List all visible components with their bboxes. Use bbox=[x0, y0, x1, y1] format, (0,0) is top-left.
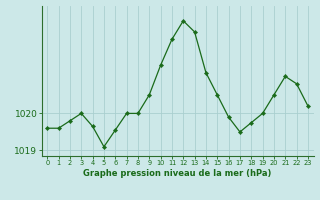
X-axis label: Graphe pression niveau de la mer (hPa): Graphe pression niveau de la mer (hPa) bbox=[84, 169, 272, 178]
